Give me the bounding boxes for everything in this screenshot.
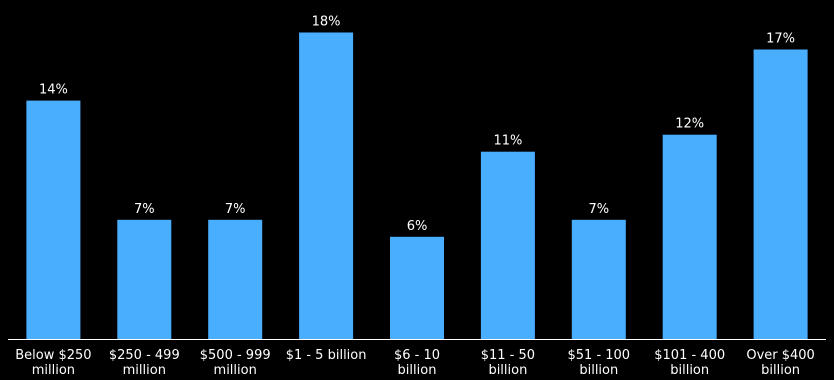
bar-7 [571, 219, 626, 339]
x-tick-label-line: $500 - 999 [200, 348, 271, 363]
bar-6 [480, 151, 535, 339]
x-tick-label-line: billion [488, 363, 527, 378]
x-tick-label-1: Below $250 million [15, 348, 91, 378]
bar-8 [662, 134, 717, 339]
x-tick-label-line: Below $250 [15, 348, 91, 363]
x-tick-label-line: million [123, 363, 166, 378]
data-label-4: 18% [312, 15, 341, 30]
x-tick-label-line: $1 - 5 billion [286, 348, 367, 363]
x-tick-label-line: $51 - 100 [568, 348, 631, 363]
x-tick-labels-layer: Below $250 million$250 - 499 million$500 -… [15, 348, 815, 378]
data-label-3: 7% [225, 202, 246, 217]
x-tick-label-line: million [32, 363, 75, 378]
bar-1 [26, 100, 81, 339]
data-label-1: 14% [39, 83, 68, 98]
x-tick-label-line: $250 - 499 [109, 348, 180, 363]
x-tick-label-2: $250 - 499 million [109, 348, 180, 378]
value-labels-layer: 14% 7% 7% 18% 6% 11% 7% 12% 17% [39, 15, 795, 234]
x-tick-label-line: billion [761, 363, 800, 378]
bars-layer [26, 32, 808, 339]
x-tick-label-line: $6 - 10 [394, 348, 440, 363]
bar-2 [117, 219, 172, 339]
data-label-7: 7% [588, 202, 609, 217]
x-tick-label-6: $11 - 50 billion [481, 348, 535, 378]
x-tick-label-line: Over $400 [746, 348, 815, 363]
bar-9 [753, 49, 808, 339]
x-tick-label-line: billion [398, 363, 437, 378]
x-tick-label-line: $11 - 50 [481, 348, 535, 363]
x-tick-label-line: $101 - 400 [654, 348, 725, 363]
x-tick-label-3: $500 - 999 million [200, 348, 271, 378]
x-tick-label-line: billion [579, 363, 618, 378]
data-label-6: 11% [493, 134, 522, 149]
data-label-2: 7% [134, 202, 155, 217]
x-tick-label-line: billion [670, 363, 709, 378]
x-tick-label-4: $1 - 5 billion [286, 348, 367, 363]
x-tick-label-7: $51 - 100 billion [568, 348, 631, 378]
data-label-8: 12% [675, 117, 704, 132]
x-tick-label-line: million [214, 363, 257, 378]
x-tick-label-9: Over $400 billion [746, 348, 815, 378]
x-tick-label-5: $6 - 10 billion [394, 348, 440, 378]
data-label-5: 6% [407, 219, 428, 234]
x-tick-label-8: $101 - 400 billion [654, 348, 725, 378]
bar-3 [208, 219, 263, 339]
data-label-9: 17% [766, 32, 795, 47]
bar-4 [299, 32, 354, 339]
bar-5 [390, 236, 444, 339]
